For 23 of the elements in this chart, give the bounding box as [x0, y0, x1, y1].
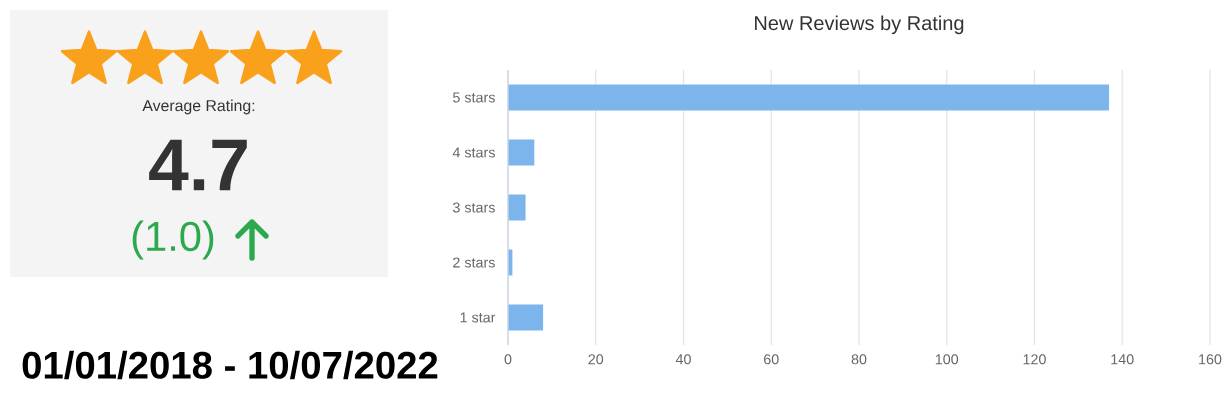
chart-title: New Reviews by Rating: [755, 15, 964, 35]
bar: [508, 304, 544, 331]
bar: [508, 139, 535, 166]
x-tick-label: 160: [1199, 354, 1222, 365]
text: Average Rating:: [142, 99, 255, 115]
x-tick-label: 80: [851, 354, 867, 365]
y-tick-label: 4 stars: [452, 147, 495, 158]
text: 01/01/2018 - 10/07/2022: [22, 350, 438, 380]
bar: [508, 84, 1110, 111]
y-tick-label: 5 stars: [453, 92, 495, 103]
y-tick-label: 1 star: [460, 312, 496, 323]
text: 4.7: [149, 139, 247, 191]
text: (1.0): [132, 220, 214, 260]
x-tick-label: 100: [935, 354, 959, 365]
y-tick-label: 3 stars: [452, 202, 495, 213]
x-tick-label: 0: [504, 354, 512, 365]
x-tick-label: 60: [764, 354, 779, 365]
x-tick-label: 140: [1111, 354, 1134, 365]
y-tick-label: 2 stars: [453, 257, 495, 268]
x-tick-label: 120: [1023, 354, 1046, 365]
bar: [508, 194, 526, 221]
x-tick-label: 20: [588, 354, 604, 365]
x-tick-label: 40: [675, 354, 691, 365]
